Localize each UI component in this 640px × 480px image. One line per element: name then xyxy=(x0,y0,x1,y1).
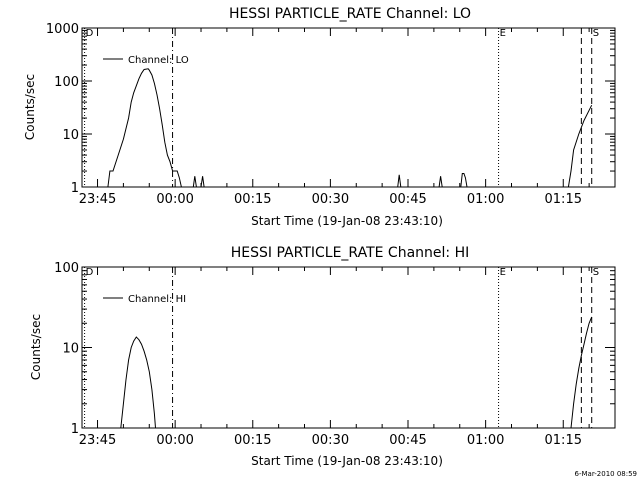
y-tick-label: 1 xyxy=(71,422,79,437)
x-tick-label: 23:45 xyxy=(79,433,116,448)
x-tick-label: 00:15 xyxy=(234,192,271,207)
y-axis-label: Counts/sec xyxy=(29,314,43,380)
x-tick-label: 00:00 xyxy=(156,433,193,448)
x-tick-label: 00:45 xyxy=(389,433,426,448)
legend: Channel: LO xyxy=(103,55,189,66)
marker-label: E xyxy=(500,28,506,39)
y-tick-label: 10 xyxy=(62,342,79,357)
y-tick-label: 1000 xyxy=(46,22,79,37)
generation-timestamp: 6-Mar-2010 08:59 xyxy=(575,470,637,478)
legend-label: Channel: LO xyxy=(128,55,189,66)
x-axis-label: Start Time (19-Jan-08 23:43:10) xyxy=(251,214,443,228)
x-axis-label: Start Time (19-Jan-08 23:43:10) xyxy=(251,454,443,468)
data-series xyxy=(107,68,593,188)
marker-label: S xyxy=(593,267,599,278)
series-line xyxy=(120,336,156,429)
x-tick-label: 00:15 xyxy=(234,433,271,448)
y-axis: 1 10 100 xyxy=(54,261,615,437)
x-tick-label: 01:15 xyxy=(545,192,582,207)
x-tick-label: 23:45 xyxy=(79,192,116,207)
y-tick-label: 1 xyxy=(71,181,79,196)
y-tick-label: 10 xyxy=(62,128,79,143)
y-axis: 1 10 100 1000 xyxy=(46,22,615,196)
x-tick-label: 00:00 xyxy=(156,192,193,207)
series-line xyxy=(570,316,593,429)
y-tick-label: 100 xyxy=(54,75,79,90)
data-series xyxy=(120,316,593,429)
chart-panel-hi: HESSI PARTICLE_RATE Channel: HI 1 10 100 2… xyxy=(29,245,616,468)
legend-label: Channel: HI xyxy=(128,294,186,305)
chart-title: HESSI PARTICLE_RATE Channel: HI xyxy=(231,245,469,261)
marker-label: S xyxy=(593,28,599,39)
legend: Channel: HI xyxy=(103,294,186,305)
x-tick-label: 01:00 xyxy=(467,433,504,448)
marker-label: E xyxy=(500,267,506,278)
marker-label: D xyxy=(86,28,94,39)
x-tick-label: 01:00 xyxy=(467,192,504,207)
x-tick-label: 00:30 xyxy=(312,433,349,448)
x-tick-label: 00:30 xyxy=(312,192,349,207)
marker-label: D xyxy=(86,267,94,278)
chart-panel-lo: HESSI PARTICLE_RATE Channel: LO 1 10 100 10… xyxy=(23,6,616,228)
series-line xyxy=(107,68,593,188)
y-tick-label: 100 xyxy=(54,261,79,276)
y-axis-label: Counts/sec xyxy=(23,74,37,140)
x-tick-label: 01:15 xyxy=(545,433,582,448)
x-axis: 23:45 00:00 00:15 00:30 00:45 01:00 01:15 xyxy=(79,28,590,207)
x-axis: 23:45 00:00 00:15 00:30 00:45 01:00 01:15 xyxy=(79,267,590,448)
chart-title: HESSI PARTICLE_RATE Channel: LO xyxy=(229,6,471,22)
x-tick-label: 00:45 xyxy=(389,192,426,207)
